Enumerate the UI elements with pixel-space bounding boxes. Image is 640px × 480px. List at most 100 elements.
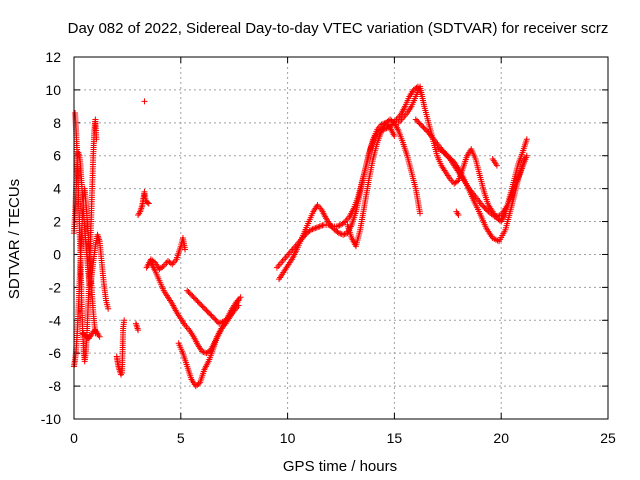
data-point (480, 203, 487, 210)
chart-title: Day 082 of 2022, Sidereal Day-to-day VTE… (68, 20, 609, 37)
tick-labels: 0 5 10 15 20 25 -10 -8 -6 -4 -2 0 2 4 6 8 10 12 (41, 49, 616, 446)
data-point (223, 315, 230, 322)
data-point (417, 121, 424, 128)
data-point (340, 219, 347, 226)
data-point (493, 162, 500, 169)
y-tick-label: -6 (49, 345, 62, 361)
data-point (318, 222, 325, 229)
data-point (312, 225, 319, 232)
series-track-i (143, 235, 189, 273)
data-point (455, 211, 462, 218)
data-point (441, 150, 448, 157)
series-track-g (141, 98, 148, 105)
data-point (186, 290, 193, 297)
series-track-m (273, 83, 426, 271)
data-point (205, 310, 212, 317)
series-track-t (489, 156, 500, 169)
data-point (211, 315, 218, 322)
data-point (319, 222, 326, 229)
data-point (226, 313, 233, 320)
data-point (222, 317, 229, 324)
data-point (144, 199, 151, 206)
data-point (141, 98, 148, 105)
data-point (202, 349, 209, 356)
data-point (313, 224, 320, 231)
data-point (195, 299, 202, 306)
data-point (213, 317, 220, 324)
plot-frame (73, 56, 609, 420)
data-point (416, 120, 423, 127)
y-tick-label: 0 (53, 246, 61, 262)
y-tick-label: 8 (53, 115, 61, 131)
data-point (310, 225, 317, 232)
x-tick-label: 15 (387, 430, 403, 446)
data-point (145, 200, 152, 207)
series-track-r (434, 144, 530, 220)
data-point (189, 292, 196, 299)
data-point (121, 317, 128, 324)
data-point (182, 246, 189, 253)
data-point (414, 117, 421, 124)
data-point (199, 348, 206, 355)
data-point (193, 296, 200, 303)
data-point (391, 132, 398, 139)
data-point (335, 230, 342, 237)
series-track-j (147, 259, 244, 357)
data-point (188, 291, 195, 298)
data-point (415, 119, 422, 126)
data-point (316, 223, 323, 230)
data-point (440, 149, 447, 156)
x-axis-label: GPS time / hours (283, 458, 397, 475)
series-track-o (344, 116, 424, 250)
data-point (523, 136, 530, 143)
data-point (207, 311, 214, 318)
data-point (444, 153, 451, 160)
data-point (184, 287, 191, 294)
data-point (135, 327, 142, 334)
data-point (190, 294, 197, 301)
data-point (203, 307, 210, 314)
y-tick-label: 4 (53, 181, 61, 197)
data-point (208, 312, 215, 319)
data-point (167, 260, 174, 267)
y-tick-label: -2 (49, 279, 62, 295)
data-point (191, 295, 198, 302)
data-point (478, 202, 485, 209)
data-point (200, 304, 207, 311)
y-tick-label: 12 (45, 49, 61, 65)
data-point (225, 314, 232, 321)
data-point (194, 298, 201, 305)
x-tick-label: 25 (600, 430, 616, 446)
x-tick-label: 10 (280, 430, 296, 446)
y-tick-label: 2 (53, 214, 61, 230)
y-axis-label: SDTVAR / TECUs (6, 179, 23, 299)
series-track-d (79, 327, 103, 342)
data-point (204, 308, 211, 315)
data-point (197, 300, 204, 307)
data-point (340, 231, 347, 238)
data-point (308, 226, 315, 233)
data-point (159, 264, 166, 271)
data-point (454, 178, 461, 185)
y-tick-label: -4 (49, 312, 62, 328)
x-tick-label: 0 (70, 430, 78, 446)
data-point (484, 207, 491, 214)
y-tick-label: -8 (49, 378, 62, 394)
series-track-q (412, 116, 528, 245)
x-tick-label: 5 (177, 430, 185, 446)
data-point (209, 313, 216, 320)
series-track-c (72, 109, 100, 365)
data-point (235, 302, 242, 309)
data-point (424, 128, 431, 135)
series-track-f (135, 188, 152, 218)
data-point (423, 127, 430, 134)
series-track-e (113, 317, 128, 378)
data-point (105, 305, 112, 312)
data-point (185, 288, 192, 295)
data-point (237, 294, 244, 301)
y-tick-label: 6 (53, 148, 61, 164)
data-point (412, 116, 419, 123)
data-point (335, 222, 342, 229)
data-point (481, 204, 488, 211)
